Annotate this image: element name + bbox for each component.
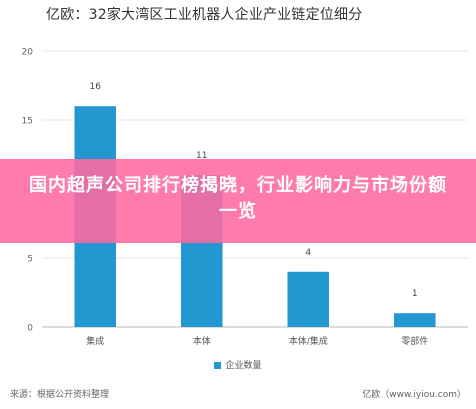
legend-swatch: [214, 362, 222, 369]
legend-label: 企业数量: [225, 361, 262, 371]
data-label: 4: [305, 248, 311, 258]
y-tick-label: 15: [22, 117, 33, 127]
chart-title: 亿欧：32家大湾区工业机器人企业产业链定位细分: [46, 7, 363, 23]
data-label: 1: [412, 289, 418, 299]
headline-banner: 国内超声公司排行榜揭晓，行业影响力与市场份额一览: [0, 159, 476, 243]
bar: [287, 271, 330, 327]
data-label: 16: [90, 82, 102, 92]
y-tick-label: 20: [22, 48, 34, 58]
source-note: 来源：根据公开资料整理: [10, 390, 110, 400]
y-tick-label: 5: [27, 255, 33, 265]
legend: 企业数量: [0, 358, 476, 371]
x-tick-label: 集成: [86, 335, 104, 347]
x-tick-label: 本体/集成: [289, 335, 328, 347]
brand-note: 亿欧（www.iyiou.com）: [362, 390, 466, 400]
y-tick-label: 0: [27, 324, 33, 334]
headline-text: 国内超声公司排行榜揭晓，行业影响力与市场份额一览: [29, 175, 447, 222]
data-label: 11: [196, 151, 207, 161]
x-tick-label: 零部件: [401, 335, 428, 347]
bar: [393, 313, 436, 327]
x-tick-label: 本体: [193, 335, 211, 347]
